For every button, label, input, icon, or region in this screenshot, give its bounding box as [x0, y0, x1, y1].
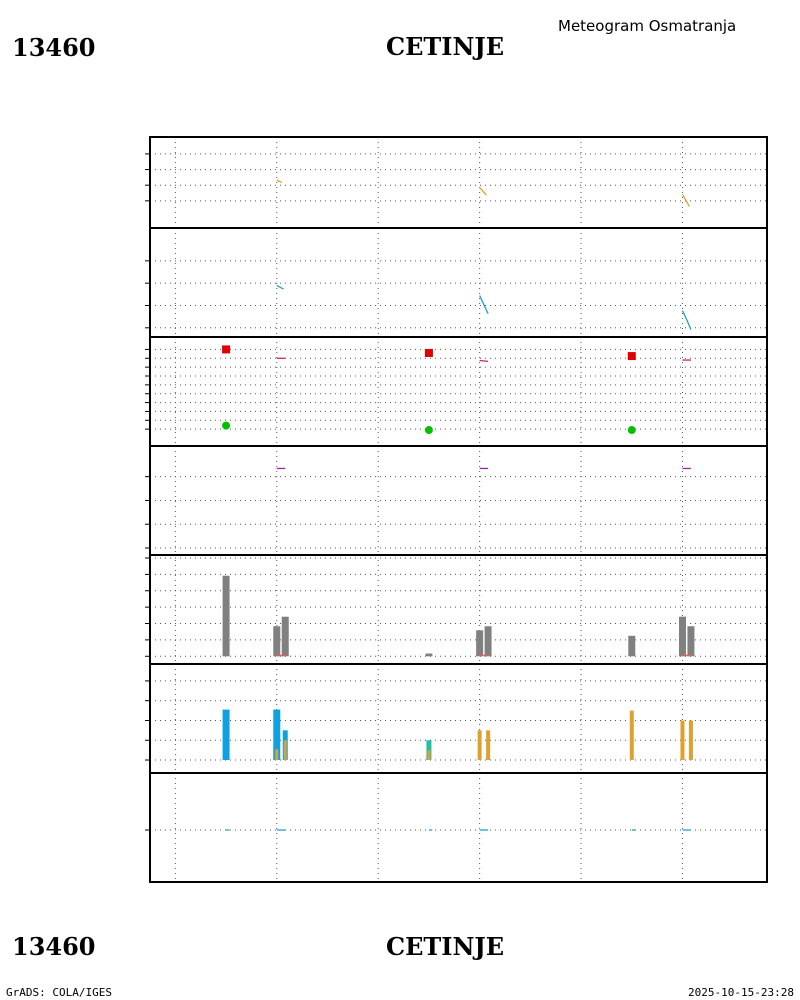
- bar: [275, 749, 279, 761]
- min-temp-point: [627, 426, 636, 435]
- max-temp-point: [222, 345, 231, 354]
- bar: [222, 709, 230, 761]
- bar: [687, 626, 695, 657]
- bar: [281, 616, 289, 657]
- station-name-bottom: CETINJE: [386, 932, 504, 961]
- series-line: [681, 194, 690, 207]
- series-line: [276, 179, 283, 183]
- bar: [427, 750, 431, 761]
- bar: [628, 635, 636, 657]
- bar: [484, 626, 492, 657]
- panel-vjetar_brzina: [145, 446, 767, 555]
- min-temp-point: [424, 426, 433, 435]
- panel-stanicni: [145, 137, 767, 228]
- series-line: [479, 359, 489, 363]
- bar: [680, 720, 685, 761]
- bar: [477, 730, 482, 761]
- series-line: [479, 187, 487, 196]
- bar: [678, 616, 686, 657]
- series-line: [681, 310, 692, 330]
- bar: [273, 626, 281, 657]
- bar: [222, 575, 230, 657]
- station-name-top: CETINJE: [386, 32, 504, 61]
- panel-oblacnost: [145, 664, 767, 773]
- bar: [425, 653, 433, 657]
- panels: [145, 136, 768, 883]
- max-temp-point: [627, 352, 636, 361]
- meteogram-subtitle: Meteogram Osmatranja: [558, 17, 736, 35]
- bar: [476, 630, 484, 657]
- grads-credit: GrADS: COLA/IGES: [6, 986, 112, 999]
- bar: [688, 720, 693, 761]
- station-id-bottom: 13460: [12, 932, 96, 961]
- bar: [629, 710, 634, 761]
- panel-padavine: [145, 773, 767, 882]
- bar: [273, 709, 281, 761]
- min-temp-point: [222, 421, 231, 430]
- panel-vjetar_pravac: [145, 555, 767, 664]
- max-temp-point: [424, 348, 433, 357]
- bar: [283, 740, 287, 761]
- bar: [486, 730, 491, 761]
- station-id-top: 13460: [12, 33, 96, 62]
- series-line: [479, 295, 489, 314]
- panel-redukovani: [145, 228, 767, 337]
- plot-frame: [149, 136, 768, 883]
- generation-timestamp: 2025-10-15-23:28: [688, 986, 794, 999]
- series-line: [276, 284, 284, 290]
- panel-temperatura: [145, 337, 767, 446]
